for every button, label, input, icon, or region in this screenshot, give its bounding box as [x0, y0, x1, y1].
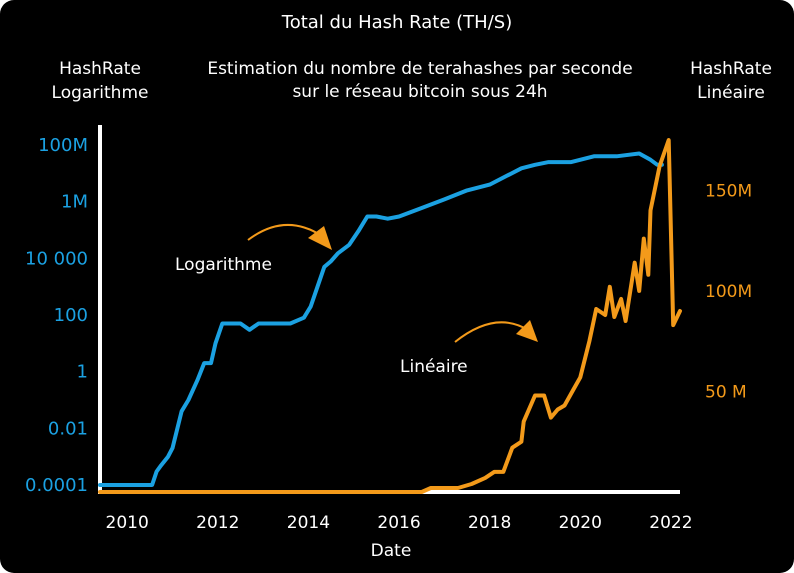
right-axis-title-line-1: HashRate: [690, 59, 772, 79]
series-line-lineaire: [98, 138, 682, 494]
left-tick-label: 0.01: [48, 418, 88, 439]
x-axis-label: Date: [371, 541, 412, 561]
annotation-arrow: [454, 321, 529, 343]
right-axis-title: HashRate Linéaire: [676, 57, 786, 105]
left-axis-title: HashRate Logarithme: [40, 57, 160, 105]
annotation-label: Linéaire: [400, 357, 468, 377]
chart-subtitle: Estimation du nombre de terahashes par s…: [190, 58, 650, 104]
left-tick-label: 10 000: [25, 248, 88, 269]
annotation-arrowhead: [516, 320, 538, 342]
left-axis-title-line-2: Logarithme: [51, 83, 149, 103]
left-tick-label: 100: [54, 305, 88, 326]
annotation-arrow: [247, 224, 323, 241]
x-tick-label: 2012: [196, 513, 239, 533]
left-tick-label: 100M: [38, 135, 88, 156]
annotation-label: Logarithme: [175, 255, 272, 275]
left-tick-label: 0.0001: [25, 475, 88, 496]
subtitle-line-2: sur le réseau bitcoin sous 24h: [292, 82, 548, 102]
x-tick-label: 2022: [649, 513, 692, 533]
right-tick-label: 150M: [705, 181, 752, 201]
right-tick-label: 100M: [705, 282, 752, 302]
left-axis-title-line-1: HashRate: [59, 59, 141, 79]
left-tick-label: 1M: [61, 192, 88, 213]
series-line-logarithme: [98, 151, 664, 487]
chart-title: Total du Hash Rate (TH/S): [281, 12, 513, 33]
x-tick-label: 2016: [377, 513, 420, 533]
right-axis-title-line-2: Linéaire: [697, 83, 765, 103]
x-tick-label: 2018: [468, 513, 511, 533]
x-tick-label: 2020: [559, 513, 602, 533]
annotation-arrowhead: [308, 226, 332, 250]
subtitle-line-1: Estimation du nombre de terahashes par s…: [207, 59, 633, 79]
x-tick-label: 2014: [287, 513, 330, 533]
x-tick-label: 2010: [106, 513, 149, 533]
left-tick-label: 1: [77, 362, 88, 383]
right-tick-label: 50 M: [705, 382, 747, 402]
